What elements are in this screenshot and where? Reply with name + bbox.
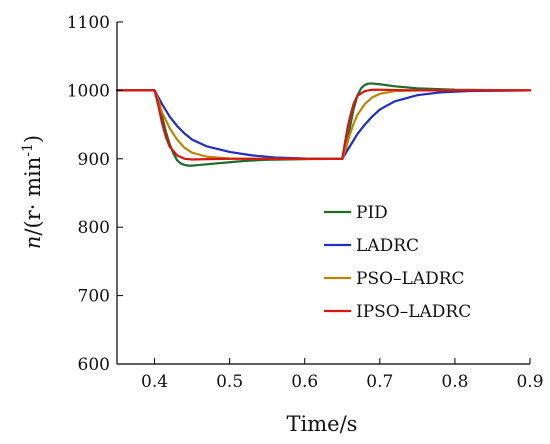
y-tick-label: 700: [78, 287, 110, 307]
y-tick-label: 1000: [67, 81, 110, 101]
x-tick-label: 0.7: [366, 372, 393, 392]
legend-label: PSO–LADRC: [356, 269, 465, 289]
axes: [116, 22, 530, 365]
ticks: 0.4 0.5 0.6 0.7 0.8 0.9 600 700 800 900 1000 1100: [67, 13, 544, 392]
y-axis-label-var: n: [21, 236, 45, 250]
y-axis-label-sup: -1: [20, 143, 36, 157]
x-tick-label: 0.8: [441, 372, 468, 392]
series-line-4: [115, 88, 532, 161]
x-tick-label: 0.6: [291, 372, 318, 392]
legend: PID LADRC PSO–LADRC IPSO–LADRC: [324, 203, 471, 322]
legend-label: IPSO–LADRC: [356, 302, 471, 322]
y-tick-label: 600: [78, 355, 110, 375]
series-line-1: [115, 82, 532, 167]
y-tick-label: 900: [78, 150, 110, 170]
y-tick-label: 800: [78, 218, 110, 238]
series-line-3: [115, 89, 532, 160]
y-axis-label-suffix: ): [21, 135, 45, 143]
y-axis-label: n/(r· min-1): [20, 135, 45, 249]
x-axis-label: Time/s: [287, 412, 358, 436]
x-tick-label: 0.9: [516, 372, 543, 392]
plot-lines: [115, 82, 532, 167]
x-tick-label: 0.5: [216, 372, 243, 392]
y-axis-label-prefix: /(r· min: [21, 157, 45, 236]
legend-label: PID: [356, 203, 388, 223]
y-tick-label: 1100: [67, 13, 110, 33]
x-tick-label: 0.4: [141, 372, 168, 392]
series-line-2: [115, 89, 532, 160]
legend-label: LADRC: [356, 236, 419, 256]
